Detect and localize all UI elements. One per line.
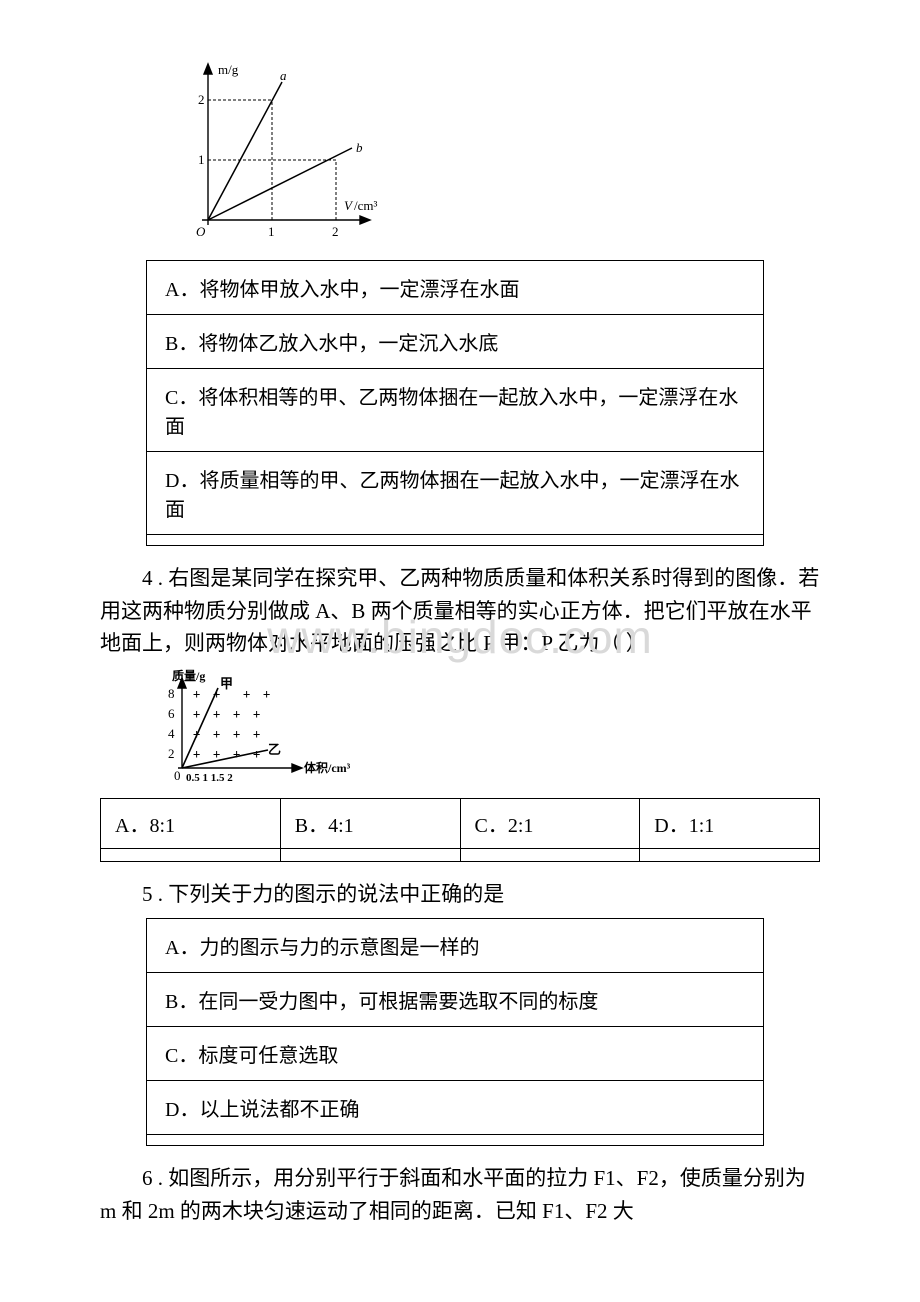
svg-text:+: + [253, 707, 260, 721]
q3-option-c: C．将体积相等的甲、乙两物体捆在一起放入水中，一定漂浮在水面 [147, 369, 764, 452]
svg-text:6: 6 [168, 706, 175, 721]
q5-option-d: D．以上说法都不正确 [147, 1081, 764, 1135]
svg-text:b: b [356, 140, 363, 155]
svg-text:1: 1 [268, 224, 275, 239]
q5-options-table: A．力的图示与力的示意图是一样的 B．在同一受力图中，可根据需要选取不同的标度 … [146, 918, 764, 1146]
q3-option-a: A．将物体甲放入水中，一定漂浮在水面 [147, 261, 764, 315]
q5-option-b: B．在同一受力图中，可根据需要选取不同的标度 [147, 973, 764, 1027]
svg-text:+: + [263, 687, 270, 701]
svg-text:+: + [233, 727, 240, 741]
q3-option-b: B．将物体乙放入水中，一定沉入水底 [147, 315, 764, 369]
svg-text:甲: 甲 [220, 676, 233, 691]
svg-text:+: + [243, 687, 250, 701]
q3-option-d: D．将质量相等的甲、乙两物体捆在一起放入水中，一定漂浮在水面 [147, 452, 764, 535]
svg-text:V: V [344, 198, 354, 213]
svg-text:+: + [253, 747, 260, 761]
svg-text:1: 1 [198, 152, 205, 167]
svg-text:+: + [233, 707, 240, 721]
svg-text:+: + [213, 727, 220, 741]
q3-chart: 2 1 1 2 O m/g V/cm³ a b [160, 60, 820, 250]
svg-text:+: + [253, 727, 260, 741]
svg-text:+: + [193, 687, 200, 701]
svg-text:+: + [193, 747, 200, 761]
q4-options-table: A．8:1 B．4:1 C．2:1 D．1:1 [100, 798, 820, 862]
q5-option-a: A．力的图示与力的示意图是一样的 [147, 919, 764, 973]
svg-text:4: 4 [168, 726, 175, 741]
svg-text:0.5 1 1.5 2: 0.5 1 1.5 2 [186, 772, 233, 784]
q4-chart: 质量/g 8 6 4 2 0 ++++ ++++ ++++ ++++ [146, 668, 820, 788]
svg-text:8: 8 [168, 686, 175, 701]
q5-stem: 5 . 下列关于力的图示的说法中正确的是 [100, 878, 820, 911]
svg-text:0: 0 [174, 768, 181, 783]
svg-text:2: 2 [332, 224, 339, 239]
svg-text:O: O [196, 224, 206, 239]
svg-text:/cm³: /cm³ [354, 198, 377, 213]
svg-text:a: a [280, 68, 287, 83]
svg-text:+: + [213, 707, 220, 721]
q4-stem: 4 . 右图是某同学在探究甲、乙两种物质质量和体积关系时得到的图像．若用这两种物… [100, 562, 820, 660]
q4-option-d: D．1:1 [640, 798, 820, 848]
svg-text:质量/g: 质量/g [172, 668, 205, 683]
svg-text:+: + [193, 707, 200, 721]
svg-text:2: 2 [198, 92, 205, 107]
svg-text:+: + [233, 747, 240, 761]
svg-text:2: 2 [168, 746, 175, 761]
svg-text:m/g: m/g [218, 62, 239, 77]
q3-options-table: A．将物体甲放入水中，一定漂浮在水面 B．将物体乙放入水中，一定沉入水底 C．将… [146, 260, 764, 546]
svg-text:体积/cm³: 体积/cm³ [304, 760, 351, 775]
q5-option-c: C．标度可任意选取 [147, 1027, 764, 1081]
q4-option-c: C．2:1 [460, 798, 640, 848]
q4-option-a: A．8:1 [101, 798, 281, 848]
q4-option-b: B．4:1 [280, 798, 460, 848]
q6-stem: 6 . 如图所示，用分别平行于斜面和水平面的拉力 F1、F2，使质量分别为 m … [100, 1162, 820, 1227]
svg-text:+: + [213, 747, 220, 761]
svg-text:乙: 乙 [268, 742, 281, 757]
